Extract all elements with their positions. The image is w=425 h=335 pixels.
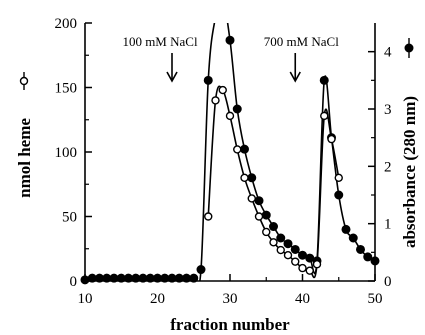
right-y-tick-label: 2 bbox=[384, 159, 392, 175]
series-layer bbox=[80, 23, 380, 285]
series-0-point bbox=[261, 210, 271, 220]
left-y-tick-label: 100 bbox=[55, 145, 78, 161]
series-1-point bbox=[247, 194, 256, 203]
series-0-point bbox=[189, 273, 199, 283]
series-1-point bbox=[312, 260, 322, 269]
right-y-tick-label: 1 bbox=[384, 217, 392, 233]
series-0-point bbox=[80, 275, 90, 285]
series-0-point bbox=[254, 196, 264, 206]
series-1-point bbox=[320, 111, 329, 121]
series-0-point bbox=[240, 144, 249, 154]
x-tick-label: 50 bbox=[368, 291, 383, 307]
series-1-point bbox=[240, 173, 249, 183]
series-0-point bbox=[290, 244, 300, 254]
annotation-100mm-nacl: 100 mM NaCl bbox=[122, 34, 198, 49]
annotation-arrows bbox=[166, 53, 301, 83]
right-y-tick-label: 0 bbox=[384, 274, 392, 290]
left-y-tick-label: 200 bbox=[55, 16, 78, 32]
right-y-tick-label: 3 bbox=[384, 102, 392, 118]
series-1-point bbox=[276, 245, 285, 255]
series-1-point bbox=[269, 238, 278, 247]
right-y-tick-label: 4 bbox=[384, 45, 392, 61]
series-1-point bbox=[225, 111, 235, 121]
series-1-point bbox=[218, 85, 227, 95]
series-0-point bbox=[370, 256, 380, 266]
series-0-point bbox=[196, 265, 206, 275]
left-y-tick-label: 150 bbox=[55, 81, 78, 97]
left-y-axis-title: nmol heme bbox=[15, 118, 34, 198]
series-0-point bbox=[319, 75, 329, 85]
series-0-point bbox=[225, 35, 235, 45]
series-1-point bbox=[327, 134, 336, 144]
series-0-point bbox=[283, 239, 293, 249]
left-y-tick-label: 50 bbox=[62, 210, 77, 226]
series-1-point bbox=[291, 257, 300, 266]
x-tick-label: 40 bbox=[295, 291, 310, 307]
series-0-point bbox=[247, 173, 257, 183]
plot-frame bbox=[84, 23, 376, 282]
x-tick-label: 30 bbox=[223, 291, 238, 307]
series-0-point bbox=[276, 233, 286, 243]
series-1-point bbox=[305, 266, 314, 275]
right-y-axis-title: absorbance (280 nm) bbox=[400, 96, 419, 248]
x-tick-label: 10 bbox=[78, 291, 93, 307]
series-1-point bbox=[262, 227, 271, 237]
series-0-point bbox=[363, 252, 373, 262]
series-0-point bbox=[232, 104, 242, 114]
series-0-point bbox=[348, 233, 358, 243]
series-0-point bbox=[334, 190, 344, 200]
series-0-point bbox=[269, 222, 278, 232]
series-1-point bbox=[254, 212, 264, 221]
annotation-700mm-nacl: 700 mM NaCl bbox=[264, 34, 340, 49]
open-circle-marker-legend bbox=[19, 72, 29, 90]
left-y-tick-label: 0 bbox=[70, 274, 78, 290]
series-1-point bbox=[334, 173, 343, 183]
annotation-arrow-head bbox=[166, 71, 178, 83]
series-1-point bbox=[233, 145, 242, 154]
filled-circle-marker-legend bbox=[404, 38, 414, 58]
series-1-point bbox=[211, 96, 220, 105]
series-0-point bbox=[356, 244, 365, 254]
series-0-point bbox=[203, 75, 213, 85]
series-1-point bbox=[204, 212, 213, 221]
annotation-arrow-head bbox=[289, 71, 301, 83]
series-1-point bbox=[283, 250, 293, 260]
series-1-point bbox=[298, 263, 307, 273]
x-tick-label: 20 bbox=[150, 291, 165, 307]
series-0-point bbox=[341, 224, 351, 234]
x-axis-title: fraction number bbox=[170, 315, 290, 334]
